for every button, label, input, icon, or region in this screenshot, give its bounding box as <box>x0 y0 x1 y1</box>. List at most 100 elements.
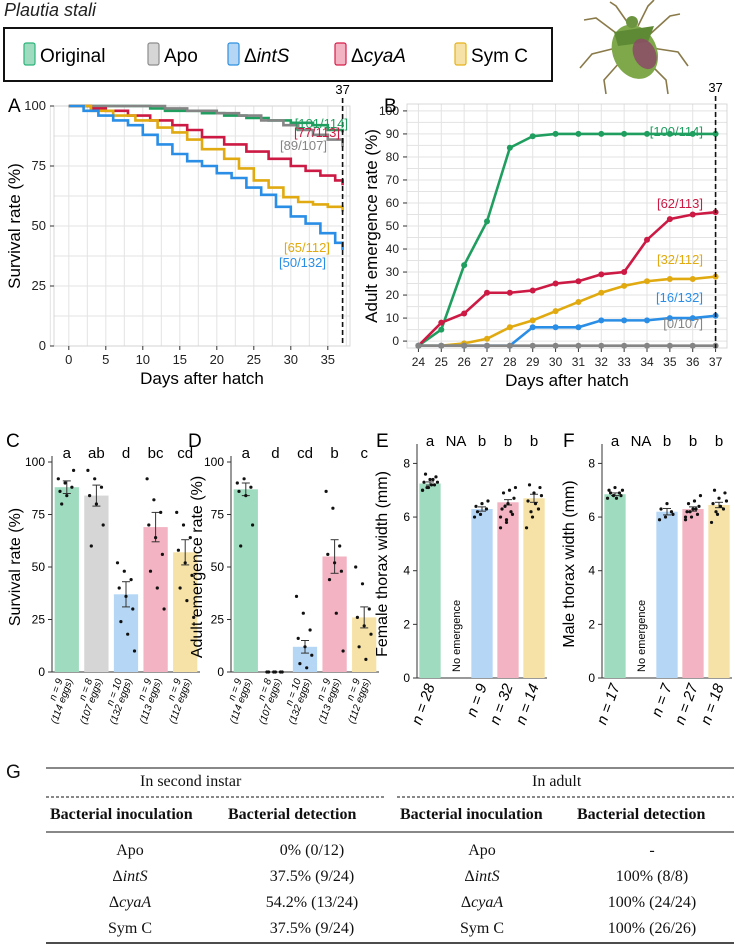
data-dot <box>425 485 429 490</box>
legend-label-2: ΔintS <box>244 46 290 67</box>
data-dot <box>339 569 343 573</box>
y-axis-label: Adult emergence rate (%) <box>362 129 381 323</box>
panel-e-female-thorax: 0 2 4 6 8 Female thorax width (mm) E a n = 28 No … <box>374 431 547 727</box>
significance-letter-2: b <box>663 433 671 450</box>
data-dot <box>657 518 662 522</box>
panel-b-emergence-curve: 24 25 26 27 28 29 30 31 32 33 34 35 36 37 0 10 20 30 40 50 6… <box>362 80 728 390</box>
data-dot <box>101 523 105 527</box>
y-tick-label: 0 <box>403 671 410 685</box>
series-point <box>461 310 468 317</box>
y-tick-label: 4 <box>403 564 410 578</box>
panel-label-g: G <box>6 762 21 783</box>
col-inoculation-1: Bacterial inoculation <box>50 806 193 823</box>
series-line-4 <box>68 104 344 250</box>
series-point <box>415 342 422 349</box>
data-dot <box>513 485 518 490</box>
y-axis-label: Survival rate (%) <box>7 508 24 626</box>
series-line-2 <box>68 104 344 186</box>
bar-0 <box>419 483 441 678</box>
data-dot <box>691 507 695 511</box>
data-dot <box>422 480 426 484</box>
data-dot <box>117 586 121 590</box>
bar-4 <box>708 504 730 678</box>
data-dot <box>354 565 358 569</box>
data-dot <box>611 494 616 498</box>
data-dot <box>435 480 440 484</box>
data-dot <box>154 536 158 540</box>
significance-letter-3: b <box>689 433 697 450</box>
y-tick-label: 2 <box>588 617 595 631</box>
data-dot <box>527 483 532 487</box>
bar-1 <box>84 495 109 672</box>
data-dot <box>472 515 477 519</box>
data-dot <box>529 510 533 514</box>
row-adult-detection: 100% (24/24) <box>607 894 697 911</box>
row-adult-detection: 100% (8/8) <box>615 868 689 885</box>
data-dot <box>526 499 530 503</box>
y-tick-label: 0 <box>217 665 224 679</box>
bar-4 <box>173 552 198 672</box>
bar-0 <box>233 489 258 672</box>
data-dot <box>510 512 515 516</box>
data-dot <box>524 526 529 530</box>
data-dot <box>115 561 120 565</box>
data-dot <box>237 489 241 493</box>
data-dot <box>369 632 373 636</box>
y-tick-label: 0 <box>392 334 399 348</box>
x-axis-label: Days after hatch <box>140 369 264 388</box>
series-point <box>529 317 536 324</box>
data-dot <box>296 636 300 641</box>
col-inoculation-2: Bacterial inoculation <box>400 806 543 823</box>
significance-letter-4: c <box>360 445 368 462</box>
legend-label-3: ΔcyaA <box>351 46 406 67</box>
data-dot <box>147 523 151 527</box>
series-point <box>598 271 605 278</box>
panel-a-survival-curve: 0 5 10 15 20 25 30 35 0 25 50 75 100 Days after hatch… <box>5 82 351 388</box>
panel-label: C <box>6 431 20 452</box>
data-dot <box>619 494 623 498</box>
bar-4 <box>523 498 545 678</box>
y-tick-label: 40 <box>386 242 400 256</box>
y-tick-label: 50 <box>211 560 225 574</box>
data-dot <box>250 523 255 527</box>
series-point <box>666 130 673 137</box>
x-tick-label: 24 <box>412 355 426 369</box>
series-point <box>438 326 445 333</box>
series-point <box>438 342 445 349</box>
data-dot <box>70 485 74 489</box>
y-tick-label: 50 <box>32 560 46 574</box>
data-dot <box>432 483 437 487</box>
data-dot <box>89 544 93 548</box>
data-dot <box>357 645 361 649</box>
data-dot <box>712 488 717 492</box>
series-point <box>506 342 513 349</box>
data-dot <box>715 512 720 516</box>
bar-3 <box>322 556 347 672</box>
series-point <box>575 278 582 285</box>
series-point <box>598 130 605 137</box>
significance-letter-3: b <box>330 445 338 462</box>
data-dot <box>688 510 692 514</box>
series-point <box>529 324 536 331</box>
row-strain-2: Sym C <box>459 920 504 937</box>
data-dot <box>155 586 159 590</box>
data-dot <box>607 488 611 492</box>
data-dot <box>305 666 309 670</box>
data-dot <box>176 548 181 552</box>
data-dot <box>326 552 330 557</box>
series-point <box>621 342 628 349</box>
panel-label: A <box>8 96 21 117</box>
data-dot <box>86 468 90 472</box>
y-tick-label: 80 <box>386 150 400 164</box>
data-dot <box>56 477 60 481</box>
data-dot <box>294 594 299 599</box>
strain-delta: Δ <box>464 868 475 885</box>
data-dot <box>711 502 715 506</box>
data-dot <box>190 573 194 578</box>
series-point <box>666 315 673 322</box>
data-dot <box>429 483 434 487</box>
panel-label: B <box>384 96 397 117</box>
data-dot <box>267 670 271 674</box>
data-dot <box>512 496 516 500</box>
data-dot <box>486 499 490 503</box>
